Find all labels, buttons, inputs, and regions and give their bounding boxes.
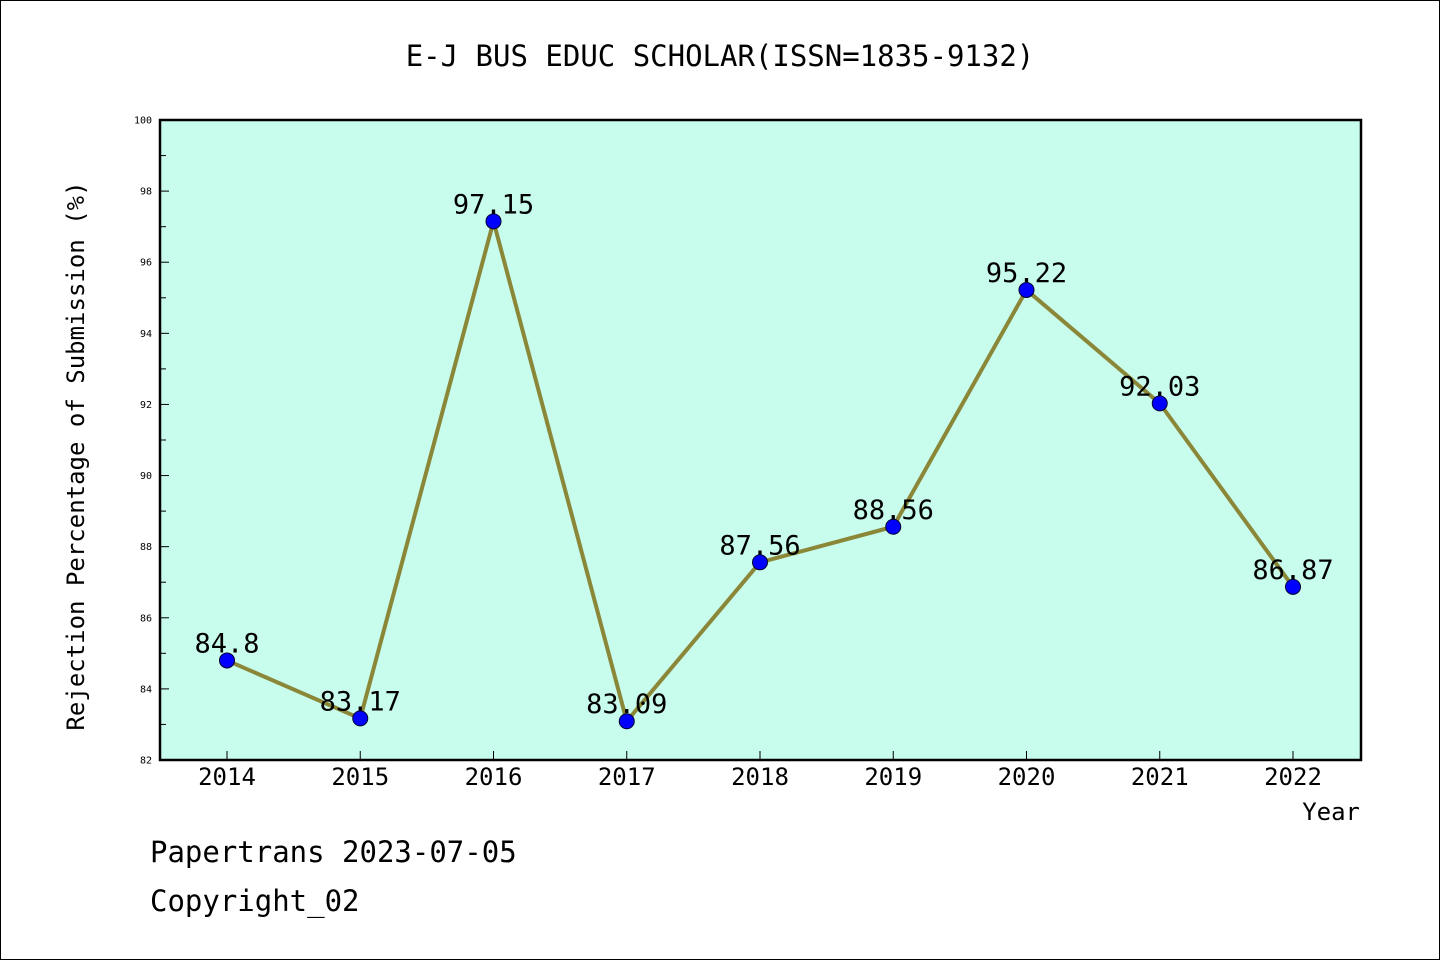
y-tick-label: 92 [140, 400, 152, 411]
data-label: 95.22 [986, 258, 1067, 289]
data-label: 86.87 [1252, 555, 1333, 586]
data-label: 83.09 [586, 689, 667, 720]
y-axis-ticks: 82 84 86 88 90 92 94 96 98 100 [134, 116, 169, 767]
data-label-layer: 84.8 83.17 97.15 83.09 87.56 88.56 95.22 92.03 8… [194, 189, 1333, 720]
y-tick-label: 84 [140, 684, 152, 695]
footer-date-text: Papertrans 2023-07-05 [150, 835, 517, 869]
y-tick-label: 90 [140, 471, 152, 482]
footer-copyright-text: Copyright_02 [150, 884, 360, 918]
data-point-marker [352, 710, 369, 727]
data-point-marker [485, 213, 502, 230]
x-axis-ticks: 2014 2015 2016 2017 2018 2019 2020 2021 2022 [198, 751, 1322, 791]
x-tick-label: 2022 [1264, 763, 1322, 791]
y-tick-label: 94 [140, 329, 152, 340]
x-tick-label: 2019 [864, 763, 922, 791]
data-point-marker [618, 713, 635, 730]
x-tick-label: 2015 [331, 763, 389, 791]
x-tick-label: 2020 [998, 763, 1056, 791]
plot-area [158, 118, 1363, 762]
data-point-marker [752, 554, 768, 571]
x-tick-label: 2021 [1131, 763, 1189, 791]
y-tick-label: 96 [140, 258, 152, 269]
series-layer [219, 213, 1301, 730]
chart-title: E-J BUS EDUC SCHOLAR(ISSN=1835-9132) [406, 39, 1035, 73]
y-axis-title: Rejection Percentage of Submission (%) [62, 181, 90, 730]
x-tick-label: 2016 [465, 763, 523, 791]
data-point-marker [1285, 578, 1301, 595]
data-label: 88.56 [853, 495, 934, 526]
data-point-marker [1018, 281, 1035, 298]
data-label: 84.8 [194, 628, 259, 659]
x-tick-label: 2017 [598, 763, 656, 791]
y-tick-label: 86 [140, 613, 152, 624]
x-tick-label: 2018 [731, 763, 789, 791]
data-point-marker [219, 652, 235, 669]
data-label: 87.56 [719, 530, 800, 561]
y-tick-label: 82 [140, 756, 152, 767]
data-label: 92.03 [1119, 371, 1200, 402]
y-tick-label: 88 [140, 542, 152, 553]
data-label: 83.17 [320, 686, 401, 717]
data-point-marker [885, 518, 902, 535]
data-point-marker [1151, 395, 1168, 412]
x-tick-label: 2014 [198, 763, 256, 791]
data-label: 97.15 [453, 189, 534, 220]
y-tick-label: 98 [140, 187, 152, 198]
x-axis-title: Year [1302, 798, 1360, 826]
y-tick-label: 100 [134, 116, 152, 127]
